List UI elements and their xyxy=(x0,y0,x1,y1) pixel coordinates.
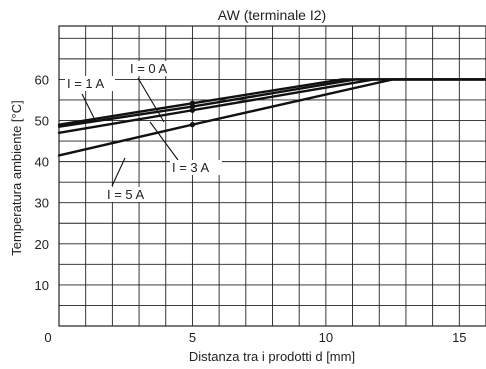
data-point xyxy=(189,122,196,128)
y-tick-label: 10 xyxy=(35,278,49,293)
y-tick-label: 50 xyxy=(35,114,49,129)
plot-frame xyxy=(58,25,486,327)
annotation-background xyxy=(65,76,115,91)
y-axis-title: Temperatura ambiente [°C] xyxy=(9,100,24,256)
annotation-background xyxy=(128,61,178,76)
annotation-leader xyxy=(81,93,95,119)
annotation-background xyxy=(105,187,157,202)
tick-labels: 0 5 10 15 10 20 30 40 50 60 xyxy=(35,72,467,345)
annotation-leader xyxy=(137,77,165,123)
annotation-label: I = 1 A xyxy=(67,76,105,91)
annotation-label: I = 5 A xyxy=(107,187,145,202)
y-tick-label: 40 xyxy=(35,155,49,170)
x-tick-label: 15 xyxy=(452,330,466,345)
y-tick-label: 60 xyxy=(35,72,49,87)
chart-title: AW (terminale I2) xyxy=(218,7,326,23)
annotation-label: I = 0 A xyxy=(130,61,168,76)
annotation-group: I = 1 A I = 0 A I = 3 A I = 5 A xyxy=(65,61,222,202)
annotation-label: I = 3 A xyxy=(172,160,210,175)
grid xyxy=(59,26,486,326)
x-axis-title: Distanza tra i prodotti d [mm] xyxy=(189,349,355,364)
series-line-3 xyxy=(57,78,486,157)
data-point xyxy=(189,107,196,113)
x-tick-label: 10 xyxy=(319,330,333,345)
data-point xyxy=(189,103,196,110)
x-tick-label: 5 xyxy=(189,330,196,345)
y-tick-label: 30 xyxy=(35,196,49,211)
y-tick-label: 20 xyxy=(35,237,49,252)
series-group xyxy=(57,78,486,157)
annotation-leader xyxy=(149,121,179,161)
x-tick-label: 0 xyxy=(44,330,51,345)
annotation-background xyxy=(170,160,222,175)
annotation-leader xyxy=(111,157,126,187)
